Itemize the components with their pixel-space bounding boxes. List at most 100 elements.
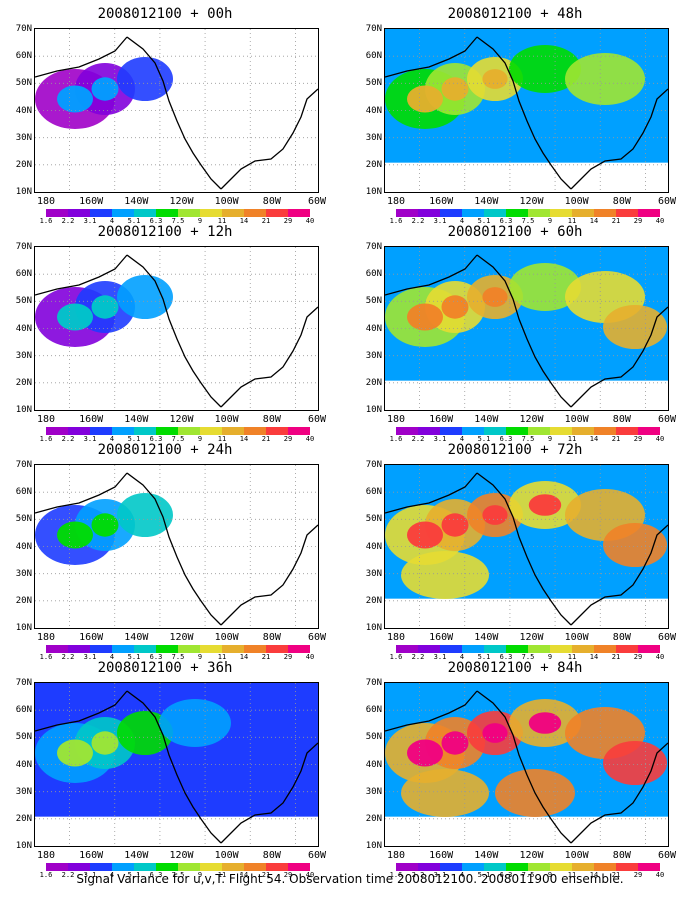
colorbar-labels: 1.6 2.2 3.1 4 5.1 6.3 7.5 9 11 14 21 29 40	[40, 217, 315, 227]
colorbar-tick-label: 21	[261, 871, 271, 879]
coastline	[385, 472, 478, 514]
longitude-label: 100W	[564, 414, 589, 425]
variance-contour	[401, 769, 489, 817]
colorbar-tick-label: 1.6	[389, 435, 403, 443]
colorbar-tick-label: 14	[239, 435, 249, 443]
variance-contour	[407, 85, 443, 113]
variance-contour	[117, 275, 173, 319]
colorbar-tick-label: 5.1	[477, 435, 491, 443]
colorbar-swatch	[418, 427, 440, 435]
colorbar-tick-label: 6.3	[499, 871, 513, 879]
longitude-label: 120W	[169, 196, 194, 207]
colorbar-tick-label: 2.2	[411, 871, 425, 879]
coastline	[476, 690, 572, 844]
colorbar-tick-label: 2.2	[411, 217, 425, 225]
colorbar-tick-label: 11	[567, 217, 577, 225]
colorbar-swatch	[68, 645, 90, 653]
latitude-label: 30N	[365, 132, 382, 143]
latitude-label: 20N	[365, 159, 382, 170]
colorbar-swatch	[616, 645, 638, 653]
colorbar-swatch	[68, 209, 90, 217]
colorbar-tick-label: 3.1	[83, 653, 97, 661]
longitude-label: 160W	[79, 850, 104, 861]
colorbar-swatch	[462, 209, 484, 217]
colorbar-tick-label: 2.2	[61, 653, 75, 661]
colorbar	[396, 427, 660, 435]
colorbar-tick-label: 2.2	[61, 871, 75, 879]
colorbar-swatch	[550, 863, 572, 871]
variance-contour	[57, 521, 93, 549]
colorbar-swatch	[222, 645, 244, 653]
coastline	[385, 36, 478, 78]
colorbar-tick-label: 40	[305, 653, 315, 661]
colorbar-tick-label: 1.6	[39, 217, 53, 225]
coastline	[476, 254, 572, 408]
map-area	[384, 28, 669, 193]
longitude-label: 120W	[169, 850, 194, 861]
colorbar-swatch	[222, 427, 244, 435]
map-panel: 2008012100 + 36h 70N 60N 50N 40N 30N 20N 10N 180…	[0, 660, 330, 879]
longitude-label: 160W	[79, 196, 104, 207]
latitude-label: 60N	[15, 269, 32, 280]
latitude-label: 20N	[15, 595, 32, 606]
colorbar-swatch	[222, 209, 244, 217]
latitude-label: 60N	[365, 487, 382, 498]
longitude-label: 160W	[429, 196, 454, 207]
colorbar-swatch	[440, 209, 462, 217]
coastline	[220, 306, 318, 408]
colorbar-swatch	[550, 209, 572, 217]
coastline	[385, 254, 478, 296]
longitude-label: 80W	[612, 196, 631, 207]
variance-contour	[482, 723, 508, 743]
colorbar-tick-label: 7.5	[521, 871, 535, 879]
variance-map	[35, 247, 318, 410]
longitude-label: 140W	[124, 196, 149, 207]
colorbar-swatch	[638, 427, 660, 435]
longitude-label: 60W	[307, 850, 327, 861]
colorbar-swatch	[418, 863, 440, 871]
panel-title: 2008012100 + 12h	[97, 224, 233, 240]
colorbar-swatch	[440, 427, 462, 435]
colorbar-tick-label: 9	[547, 653, 553, 661]
variance-contour	[565, 53, 645, 105]
colorbar-tick-label: 5.1	[477, 217, 491, 225]
colorbar-tick-label: 4	[459, 653, 465, 661]
colorbar-swatch	[396, 427, 418, 435]
colorbar-tick-label: 9	[547, 217, 553, 225]
variance-map	[385, 465, 668, 628]
colorbar-swatch	[288, 209, 310, 217]
coastline	[570, 306, 668, 408]
colorbar-tick-label: 9	[197, 871, 203, 879]
colorbar-tick-label: 7.5	[171, 217, 185, 225]
longitude-label: 140W	[474, 196, 499, 207]
longitude-label: 60W	[657, 414, 677, 425]
colorbar-swatch	[112, 209, 134, 217]
colorbar-tick-label: 3.1	[433, 653, 447, 661]
colorbar-swatch	[68, 427, 90, 435]
coastline	[126, 690, 222, 844]
map-area	[34, 682, 319, 847]
colorbar-tick-label: 11	[217, 871, 227, 879]
colorbar-tick-label: 6.3	[499, 653, 513, 661]
colorbar-swatch	[396, 863, 418, 871]
longitude-label: 180	[386, 632, 406, 643]
colorbar-tick-label: 6.3	[499, 435, 513, 443]
latitude-label: 20N	[365, 377, 382, 388]
panel-title: 2008012100 + 24h	[97, 442, 233, 458]
panel-title: 2008012100 + 84h	[447, 660, 583, 676]
latitude-label: 50N	[365, 514, 382, 525]
longitude-label: 160W	[79, 632, 104, 643]
latitude-label: 70N	[365, 242, 382, 252]
colorbar-swatch	[244, 209, 266, 217]
variance-map	[35, 29, 318, 192]
colorbar-tick-label: 5.1	[127, 871, 141, 879]
colorbar-tick-label: 4	[109, 435, 115, 443]
longitude-label: 140W	[124, 632, 149, 643]
colorbar-swatch	[244, 863, 266, 871]
map-panel: 2008012100 + 72h 70N 60N 50N 40N 30N 20N 10N 180…	[350, 442, 680, 661]
colorbar-tick-label: 1.6	[39, 871, 53, 879]
colorbar-swatch	[46, 645, 68, 653]
variance-contour	[603, 305, 667, 349]
colorbar-tick-label: 11	[217, 217, 227, 225]
colorbar-swatch	[484, 209, 506, 217]
